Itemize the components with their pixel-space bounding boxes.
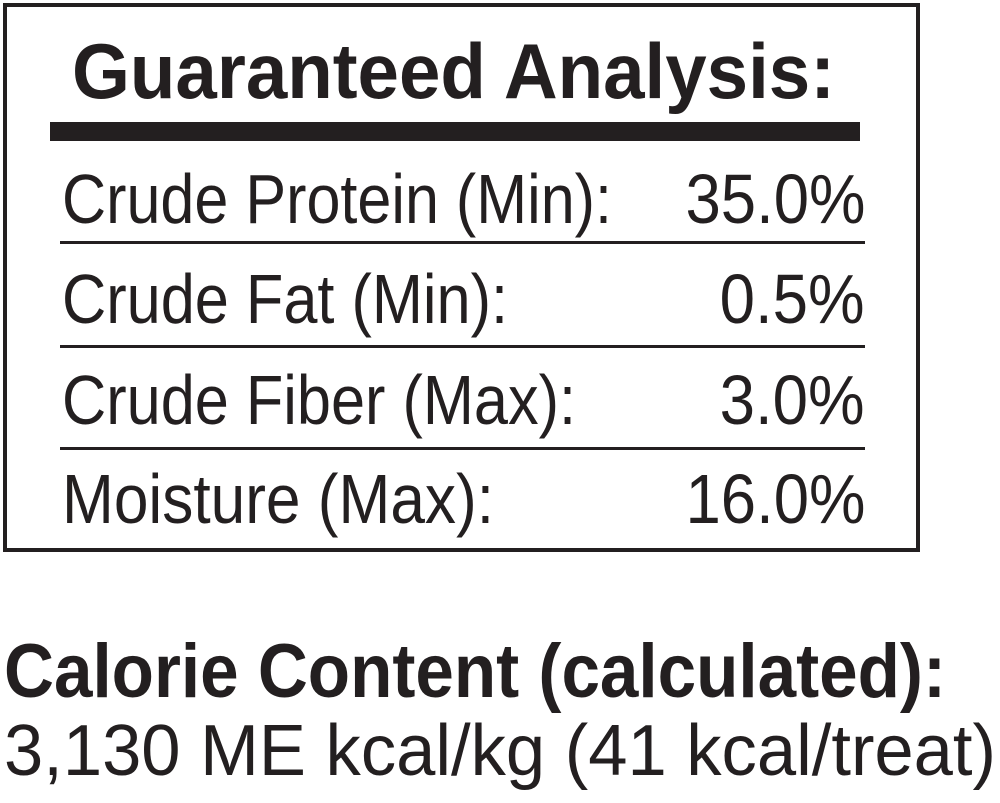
calorie-content-title: Calorie Content (calculated): — [4, 629, 946, 714]
row-label-crude-protein: Crude Protein (Min): — [62, 160, 612, 238]
row-label-crude-fiber: Crude Fiber (Max): — [62, 361, 576, 439]
row-label-moisture: Moisture (Max): — [62, 460, 494, 538]
row-divider — [60, 241, 865, 244]
analysis-title: Guaranteed Analysis: — [72, 27, 835, 115]
calorie-content-value: 3,130 ME kcal/kg (41 kcal/treat) — [4, 711, 996, 791]
guaranteed-analysis-box — [3, 3, 920, 552]
row-value-moisture: 16.0% — [685, 460, 865, 538]
row-divider — [60, 345, 865, 348]
row-value-crude-fiber: 3.0% — [720, 361, 865, 439]
row-value-crude-fat: 0.5% — [720, 260, 865, 338]
title-divider-bar — [50, 122, 860, 141]
row-divider — [60, 447, 865, 450]
row-value-crude-protein: 35.0% — [685, 160, 865, 238]
row-label-crude-fat: Crude Fat (Min): — [62, 260, 508, 338]
